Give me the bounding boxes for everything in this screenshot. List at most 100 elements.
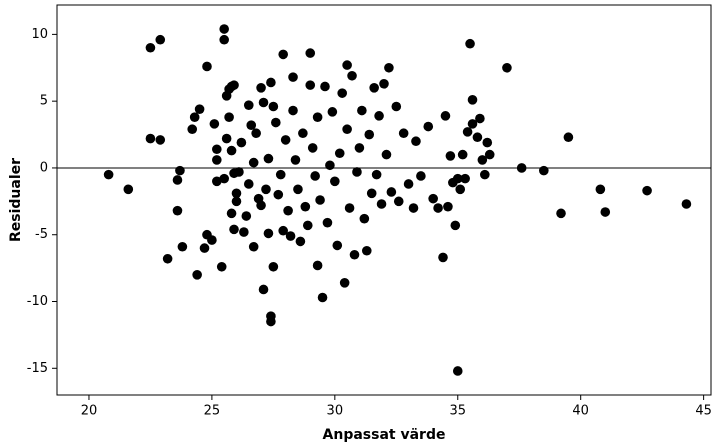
point xyxy=(275,169,286,180)
y-tick-label: 5 xyxy=(40,94,48,109)
point xyxy=(352,167,362,177)
point xyxy=(295,236,306,247)
point xyxy=(361,245,372,256)
point xyxy=(207,235,217,245)
point xyxy=(334,148,345,159)
point xyxy=(155,135,166,145)
point xyxy=(293,184,303,195)
point xyxy=(480,169,490,180)
point xyxy=(433,203,443,213)
point xyxy=(327,107,338,117)
point xyxy=(310,171,320,181)
x-tick-label: 35 xyxy=(449,404,466,419)
point xyxy=(516,163,527,173)
point xyxy=(226,145,237,156)
point xyxy=(187,124,198,135)
point xyxy=(209,119,220,129)
point xyxy=(226,208,237,219)
x-axis-title: Anpassat värde xyxy=(323,427,446,443)
point xyxy=(452,366,463,376)
point xyxy=(317,292,328,303)
point xyxy=(202,61,212,72)
point xyxy=(239,227,249,237)
point xyxy=(386,187,397,197)
point xyxy=(374,111,384,121)
point xyxy=(261,184,271,195)
point xyxy=(462,127,473,137)
point xyxy=(369,83,379,93)
plot-frame xyxy=(56,4,712,396)
point xyxy=(212,144,222,155)
point xyxy=(681,199,692,209)
point xyxy=(273,189,284,200)
point xyxy=(123,184,134,195)
y-tick-label: -5 xyxy=(35,227,48,242)
point xyxy=(256,83,266,93)
point xyxy=(366,188,377,199)
point xyxy=(455,184,466,195)
point xyxy=(600,207,611,217)
point xyxy=(172,175,183,185)
point xyxy=(342,60,352,70)
point xyxy=(312,260,323,271)
point xyxy=(347,70,357,81)
point xyxy=(357,105,367,116)
point xyxy=(162,253,173,264)
point xyxy=(320,81,330,92)
y-tick-label: -15 xyxy=(27,361,48,376)
point xyxy=(477,155,488,165)
y-tick-label: 10 xyxy=(31,27,48,42)
y-tick-label: -10 xyxy=(27,294,48,309)
point xyxy=(467,119,478,129)
point xyxy=(229,224,239,235)
point xyxy=(212,176,222,187)
point xyxy=(278,49,288,60)
point xyxy=(266,316,276,327)
point xyxy=(243,100,254,110)
point xyxy=(411,136,421,147)
point xyxy=(258,97,269,108)
point xyxy=(445,151,456,161)
point xyxy=(539,165,549,176)
point xyxy=(376,199,387,209)
point xyxy=(194,104,205,114)
point xyxy=(283,205,293,216)
point xyxy=(332,240,343,251)
point xyxy=(231,196,242,207)
point xyxy=(465,38,475,49)
point xyxy=(268,101,279,112)
x-tick-label: 45 xyxy=(695,404,712,419)
point xyxy=(271,117,281,128)
point xyxy=(221,133,232,144)
point xyxy=(199,243,210,253)
point xyxy=(398,128,409,139)
point xyxy=(224,112,234,122)
point xyxy=(450,220,461,231)
point xyxy=(246,120,257,131)
point xyxy=(384,62,394,73)
point xyxy=(145,42,156,53)
point xyxy=(379,79,389,89)
point xyxy=(364,129,375,140)
point xyxy=(172,205,183,216)
point xyxy=(344,203,355,213)
point xyxy=(484,149,495,160)
point xyxy=(354,143,365,153)
point xyxy=(298,128,308,139)
y-tick-label: 0 xyxy=(40,160,48,175)
point xyxy=(315,195,325,205)
point xyxy=(305,48,316,58)
point xyxy=(300,201,311,212)
point xyxy=(307,143,318,153)
point xyxy=(189,112,200,122)
point xyxy=(460,173,470,184)
point xyxy=(457,149,468,160)
point xyxy=(263,228,274,239)
x-tick-label: 20 xyxy=(81,404,98,419)
point xyxy=(229,80,239,90)
point xyxy=(192,269,202,280)
point xyxy=(248,241,259,252)
point xyxy=(359,213,370,224)
point xyxy=(467,95,478,105)
